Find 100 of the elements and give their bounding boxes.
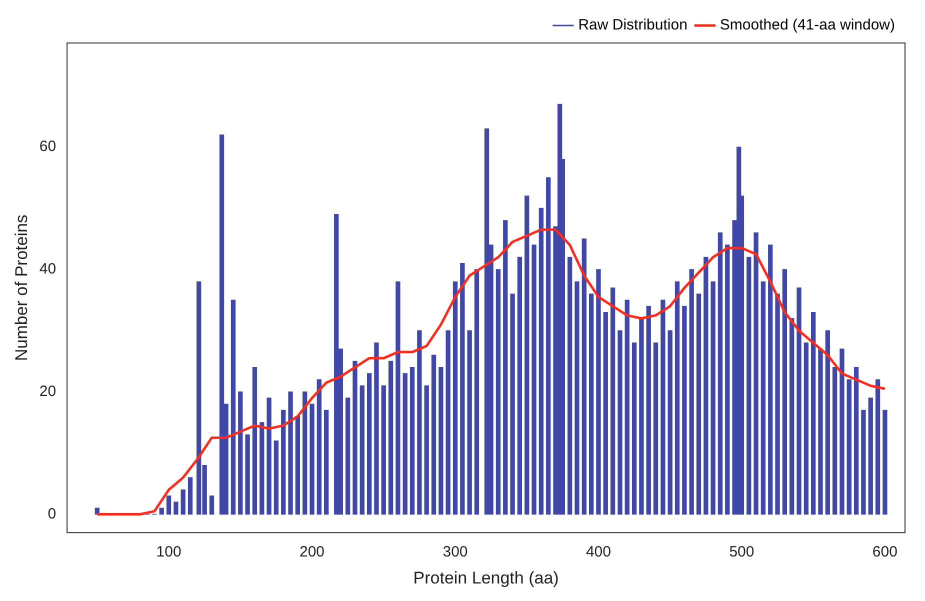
bar (846, 379, 852, 515)
bar (316, 379, 322, 515)
bar (588, 294, 594, 515)
bar (474, 269, 480, 515)
bar (352, 360, 358, 515)
x-tick-label: 600 (872, 544, 898, 561)
legend-label: Smoothed (41-aa window) (720, 16, 896, 34)
bar (219, 134, 224, 515)
bar (159, 508, 164, 515)
bar (704, 256, 708, 515)
bar (546, 177, 551, 515)
bar (760, 281, 766, 515)
bar (596, 269, 601, 515)
bar (682, 306, 687, 515)
x-tick-label: 500 (729, 544, 754, 561)
bar (496, 269, 501, 515)
bar (209, 496, 214, 515)
bar (288, 392, 293, 515)
bar (324, 410, 329, 515)
bar (302, 392, 308, 515)
bar (524, 196, 530, 515)
bar (875, 379, 880, 515)
bar (825, 330, 830, 515)
bar (230, 300, 236, 515)
bar (281, 410, 286, 515)
bar (174, 502, 178, 515)
bar (639, 318, 644, 515)
bar (460, 262, 465, 515)
bar (310, 404, 314, 515)
bar (832, 367, 838, 515)
bar (818, 348, 823, 515)
legend-label: Raw Distribution (578, 16, 688, 34)
y-tick-label: 40 (39, 260, 56, 278)
bar (245, 434, 250, 515)
x-tick-label: 300 (442, 544, 468, 561)
y-tick-label: 0 (48, 505, 56, 522)
bar (689, 269, 694, 515)
bar (653, 342, 658, 515)
bar (381, 385, 386, 515)
bar (660, 300, 666, 515)
x-tick-label: 400 (586, 544, 611, 561)
bar (782, 269, 788, 515)
bar (503, 220, 508, 515)
bar (811, 312, 816, 515)
bar (467, 330, 472, 515)
bar (374, 342, 379, 515)
bar (517, 256, 522, 515)
bar (424, 385, 429, 515)
bar (266, 398, 272, 515)
bar (446, 330, 450, 515)
bar (861, 410, 866, 515)
bar (696, 294, 702, 515)
bar (366, 373, 372, 515)
bar (868, 398, 873, 515)
bar (238, 392, 243, 515)
bar (610, 287, 616, 515)
bar (188, 477, 193, 515)
bar (402, 373, 408, 515)
bar (345, 398, 350, 515)
bar (668, 330, 672, 515)
y-axis-title: Number of Proteins (12, 214, 31, 362)
x-tick-label: 200 (300, 544, 325, 561)
bar (746, 256, 752, 515)
bar (768, 244, 773, 515)
bar (417, 330, 422, 515)
bar (582, 238, 586, 515)
bar (568, 256, 572, 515)
bar (295, 416, 300, 515)
x-tick-label: 100 (156, 544, 182, 561)
bar (882, 410, 888, 515)
y-tick-label: 60 (39, 138, 56, 156)
bar (632, 342, 637, 515)
bar (396, 281, 400, 515)
bar (754, 232, 758, 515)
bar (775, 294, 780, 515)
bar (334, 214, 339, 515)
bar (618, 330, 622, 515)
bar (718, 232, 723, 515)
bar (438, 367, 444, 515)
bar (804, 342, 808, 515)
bar (410, 367, 415, 515)
x-axis-title: Protein Length (aa) (413, 568, 559, 588)
bar (710, 281, 716, 515)
bar (388, 360, 394, 515)
bar (360, 385, 364, 515)
bar (538, 208, 544, 515)
bar (725, 244, 730, 515)
bar (252, 367, 258, 515)
bar (260, 422, 264, 515)
bar (646, 306, 651, 515)
bar (166, 496, 172, 515)
bar (840, 348, 844, 515)
bar (452, 281, 458, 515)
bar (431, 354, 436, 515)
bar (574, 281, 580, 515)
y-tick-label: 20 (39, 382, 56, 400)
bar (532, 244, 536, 515)
bar (274, 440, 279, 515)
bar (796, 287, 802, 515)
bar (790, 318, 794, 515)
